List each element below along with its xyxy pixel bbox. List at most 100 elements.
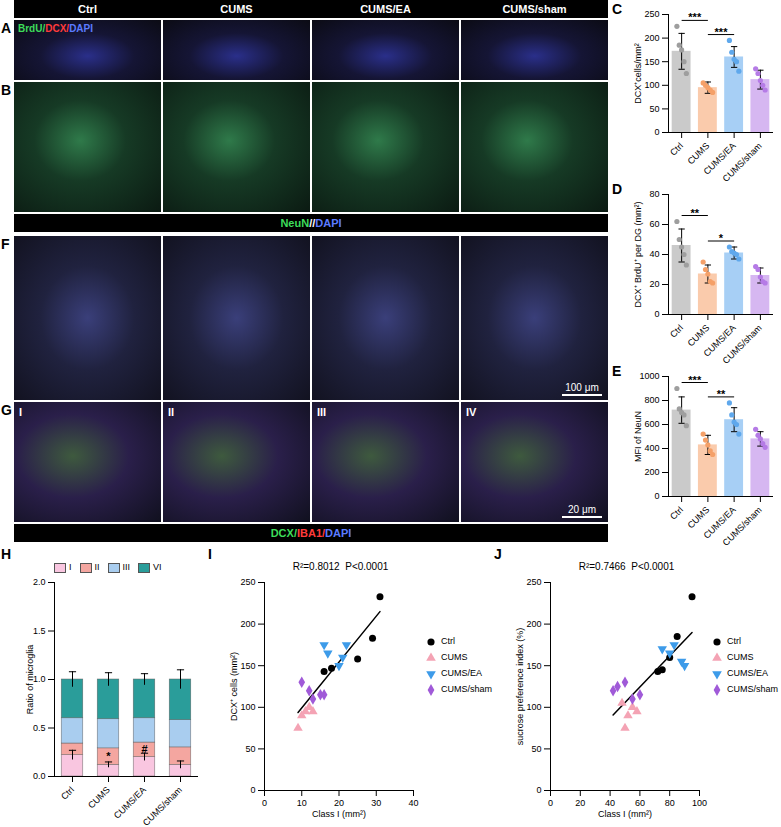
- svg-text:150: 150: [240, 661, 255, 671]
- svg-text:CUMS/sham: CUMS/sham: [141, 785, 184, 827]
- svg-text:0: 0: [654, 309, 659, 319]
- svg-text:CUMS/sham: CUMS/sham: [721, 141, 764, 184]
- svg-text:***: ***: [715, 26, 729, 38]
- svg-text:CUMS/EA: CUMS/EA: [112, 785, 148, 821]
- svg-text:Class I (mm²): Class I (mm²): [312, 809, 366, 819]
- html-text:Ctrl: Ctrl: [441, 636, 455, 646]
- html-text:BrdU/ DCX/ DAPI: BrdU/ DCX/ DAPI: [18, 23, 93, 34]
- svg-text:800: 800: [644, 395, 659, 405]
- svg-text:Ctrl: Ctrl: [668, 323, 685, 340]
- svg-text:100: 100: [692, 798, 707, 808]
- svg-text:250: 250: [644, 9, 659, 19]
- html-text:20 μm: 20 μm: [568, 504, 596, 515]
- svg-text:2.0: 2.0: [33, 577, 46, 587]
- svg-text:50: 50: [649, 104, 659, 114]
- html-text:100 μm: 100 μm: [565, 382, 599, 393]
- svg-text:200: 200: [644, 467, 659, 477]
- html-text:NeuN // DAPI: NeuN // DAPI: [280, 217, 342, 229]
- html-text:CUMS: CUMS: [441, 652, 468, 662]
- html-text:CUMS: CUMS: [220, 3, 253, 15]
- html-text:CUMS/sham: CUMS/sham: [502, 3, 567, 15]
- svg-text:0: 0: [250, 785, 255, 795]
- svg-text:80: 80: [649, 189, 659, 199]
- svg-text:200: 200: [526, 619, 541, 629]
- svg-text:CUMS/sham: CUMS/sham: [721, 323, 764, 366]
- html-text:D: D: [612, 181, 623, 197]
- svg-text:***: ***: [688, 11, 702, 23]
- svg-text:*: *: [719, 232, 724, 244]
- svg-text:sucrose preference index (%): sucrose preference index (%): [515, 628, 525, 746]
- svg-text:Ctrl: Ctrl: [59, 785, 76, 802]
- svg-text:20: 20: [649, 279, 659, 289]
- svg-text:1.0: 1.0: [33, 674, 46, 685]
- svg-text:CUMS/EA: CUMS/EA: [701, 322, 738, 359]
- html-text:A: A: [1, 20, 12, 36]
- svg-text:#: #: [141, 743, 147, 755]
- svg-text:40: 40: [408, 798, 418, 808]
- html-text:CUMS/EA: CUMS/EA: [441, 668, 482, 678]
- svg-text:60: 60: [635, 798, 645, 808]
- svg-text:Ratio of microglia: Ratio of microglia: [25, 645, 35, 715]
- svg-text:250: 250: [240, 577, 255, 587]
- svg-text:0: 0: [654, 491, 659, 501]
- svg-text:CUMS/sham: CUMS/sham: [721, 505, 764, 548]
- svg-text:Ctrl: Ctrl: [668, 141, 685, 158]
- svg-text:CUMS: CUMS: [685, 140, 712, 167]
- svg-text:20: 20: [334, 798, 344, 808]
- svg-text:50: 50: [531, 744, 541, 754]
- svg-text:40: 40: [649, 249, 659, 259]
- svg-text:150: 150: [644, 57, 659, 67]
- svg-text:CUMS: CUMS: [685, 504, 712, 531]
- html-text:IV: IV: [466, 406, 477, 418]
- svg-text:60: 60: [649, 219, 659, 229]
- svg-text:100: 100: [644, 80, 659, 90]
- html-text:C: C: [612, 1, 623, 17]
- svg-text:CUMS: CUMS: [685, 322, 712, 349]
- html-text:III: III: [317, 406, 327, 418]
- svg-text:**: **: [690, 207, 699, 219]
- svg-text:10: 10: [297, 798, 307, 808]
- svg-text:DCX⁺ cells (mm²): DCX⁺ cells (mm²): [229, 652, 239, 721]
- svg-text:30: 30: [371, 798, 381, 808]
- svg-text:200: 200: [644, 33, 659, 43]
- svg-text:DCX⁺cells/mm²: DCX⁺cells/mm²: [633, 43, 643, 104]
- html-text:Ctrl: Ctrl: [78, 3, 97, 15]
- svg-text:0.5: 0.5: [33, 723, 46, 733]
- svg-text:150: 150: [526, 661, 541, 671]
- svg-text:MFI of NeuN: MFI of NeuN: [633, 411, 643, 462]
- svg-text:**: **: [717, 388, 726, 400]
- svg-text:Ctrl: Ctrl: [668, 505, 685, 522]
- html-text:B: B: [1, 82, 12, 98]
- svg-text:***: ***: [688, 374, 702, 386]
- svg-text:80: 80: [665, 798, 675, 808]
- svg-text:100: 100: [240, 702, 255, 712]
- svg-text:CUMS: CUMS: [86, 785, 112, 811]
- svg-text:600: 600: [644, 419, 659, 429]
- svg-text:0: 0: [536, 785, 541, 795]
- html-text:DCX/ IBA1/ DAPI: DCX/ IBA1/ DAPI: [270, 527, 352, 539]
- svg-text:1.5: 1.5: [33, 626, 46, 636]
- svg-text:0: 0: [262, 798, 267, 808]
- svg-text:Class I (mm²): Class I (mm²): [598, 809, 652, 819]
- html-text:E: E: [612, 363, 622, 379]
- svg-text:1000: 1000: [639, 371, 659, 381]
- html-text:R²=0.8012 P<0.0001: R²=0.8012 P<0.0001: [292, 561, 389, 572]
- svg-text:0: 0: [654, 127, 659, 137]
- html-text:CUMS/EA: CUMS/EA: [360, 3, 411, 15]
- svg-text:*: *: [106, 750, 111, 762]
- svg-text:250: 250: [526, 577, 541, 587]
- svg-text:400: 400: [644, 443, 659, 453]
- svg-text:100: 100: [526, 702, 541, 712]
- html-text:G: G: [1, 402, 12, 418]
- svg-text:CUMS/EA: CUMS/EA: [701, 140, 738, 177]
- html-text:H: H: [1, 546, 12, 562]
- svg-text:0.0: 0.0: [33, 771, 46, 781]
- svg-text:CUMS/EA: CUMS/EA: [701, 504, 738, 541]
- svg-text:40: 40: [605, 798, 615, 808]
- svg-text:50: 50: [245, 744, 255, 754]
- svg-text:0: 0: [548, 798, 553, 808]
- svg-text:DCX⁺ BrdU⁺ per DG (mm²): DCX⁺ BrdU⁺ per DG (mm²): [633, 201, 643, 307]
- html-text:R²=0.7466 P<0.0001: R²=0.7466 P<0.0001: [578, 561, 675, 572]
- svg-text:200: 200: [240, 619, 255, 629]
- svg-text:20: 20: [575, 798, 585, 808]
